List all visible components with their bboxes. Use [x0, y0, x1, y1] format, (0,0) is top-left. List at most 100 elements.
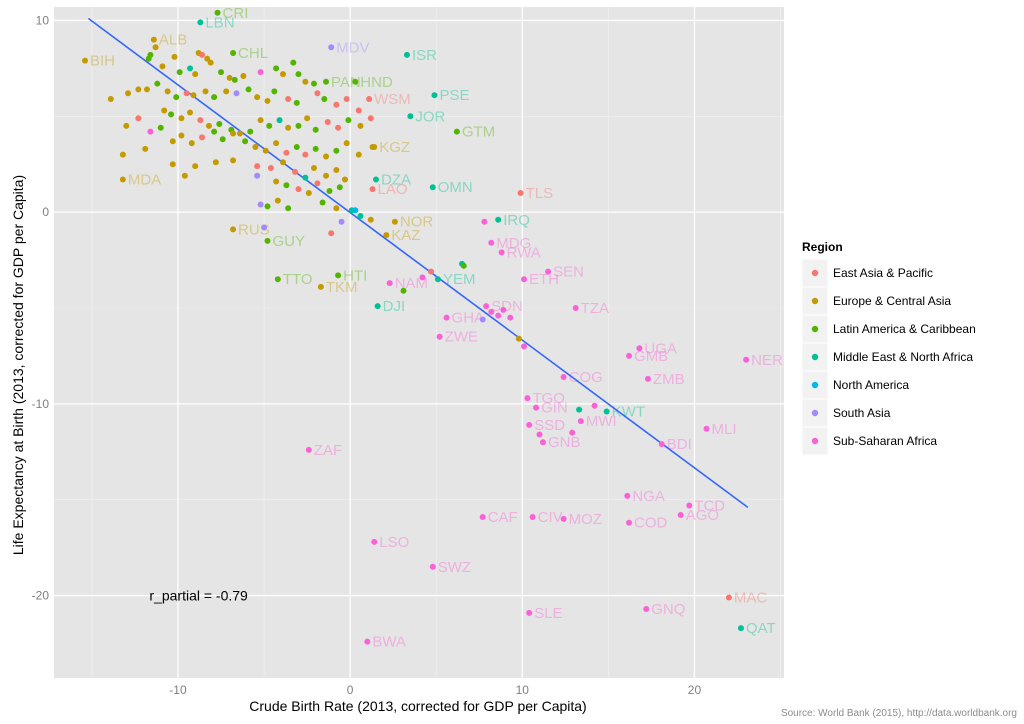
point-label: OMN: [438, 179, 473, 196]
data-point: [176, 69, 183, 76]
data-point: [202, 88, 209, 95]
point-label: BDI: [667, 436, 692, 453]
data-point: [188, 140, 195, 147]
data-point: [323, 153, 330, 160]
source-note: Source: World Bank (2015), http://data.w…: [781, 708, 1017, 719]
data-point: [107, 96, 114, 103]
data-point: [526, 609, 533, 616]
point-label: SSD: [534, 417, 565, 434]
data-point: [479, 316, 486, 323]
point-label: CHL: [238, 45, 268, 62]
minor-gridlines: [54, 7, 784, 678]
point-label: NER: [751, 352, 783, 369]
y-tick-label: -20: [32, 589, 50, 603]
point-label: RWA: [507, 244, 541, 261]
data-point: [371, 538, 378, 545]
data-point: [737, 625, 744, 632]
point-label: KGZ: [379, 139, 410, 156]
data-point: [569, 429, 576, 436]
data-point: [338, 218, 345, 225]
data-point: [302, 151, 309, 158]
plot-panel: [54, 7, 784, 678]
data-point: [328, 230, 335, 237]
point-label: PSE: [439, 87, 469, 104]
data-point: [304, 115, 311, 122]
data-point: [273, 65, 280, 72]
data-point: [314, 180, 321, 187]
data-point: [233, 90, 240, 97]
data-point: [262, 147, 269, 154]
data-point: [677, 512, 684, 519]
point-label: MOZ: [569, 511, 602, 528]
data-point: [367, 115, 374, 122]
point-label: COD: [634, 515, 668, 532]
data-point: [236, 130, 243, 137]
data-point: [145, 55, 152, 62]
data-point: [254, 94, 261, 101]
data-point: [526, 421, 533, 428]
data-point: [372, 176, 379, 183]
data-point: [436, 333, 443, 340]
data-point: [366, 96, 373, 103]
data-point: [214, 9, 221, 16]
data-point: [343, 140, 350, 147]
point-label: SDN: [491, 298, 523, 315]
data-point: [150, 36, 157, 43]
major-gridlines: [54, 7, 784, 678]
data-point: [216, 120, 223, 127]
x-tick-label: -10: [169, 683, 187, 697]
point-label: MDV: [336, 39, 369, 56]
point-label: CRI: [223, 5, 249, 22]
point-label: LAO: [378, 181, 408, 198]
data-point: [310, 165, 317, 172]
data-point: [374, 303, 381, 310]
point-label: MAC: [734, 589, 768, 606]
data-point: [658, 441, 665, 448]
data-point: [295, 122, 302, 129]
data-point: [183, 90, 190, 97]
data-point: [245, 86, 252, 93]
data-point: [644, 375, 651, 382]
data-point: [264, 97, 271, 104]
data-point: [591, 402, 598, 409]
point-label: KWT: [612, 404, 645, 421]
data-point: [326, 188, 333, 195]
x-tick-label: 10: [516, 683, 530, 697]
legend-marker: [811, 437, 819, 445]
point-label: BWA: [372, 634, 406, 651]
trend-line: [87, 17, 749, 509]
point-label: CIV: [538, 509, 563, 526]
data-point: [178, 132, 185, 139]
data-point: [283, 182, 290, 189]
data-point: [178, 115, 185, 122]
data-point: [576, 406, 583, 413]
data-point: [533, 404, 540, 411]
data-point: [267, 165, 274, 172]
data-point: [577, 418, 584, 425]
point-label: BIH: [90, 53, 115, 70]
data-point: [187, 65, 194, 72]
data-point: [143, 86, 150, 93]
legend: Region East Asia & Pacific Europe & Centr…: [801, 240, 976, 456]
legend-marker: [811, 269, 819, 277]
point-label: KAZ: [391, 227, 420, 244]
data-point: [81, 57, 88, 64]
point-label: UGA: [644, 340, 677, 357]
data-point: [295, 186, 302, 193]
data-point: [488, 308, 495, 315]
data-point: [626, 352, 633, 359]
data-point: [273, 178, 280, 185]
data-point: [231, 76, 238, 83]
legend-key: [801, 426, 829, 456]
data-point: [274, 276, 281, 283]
data-point: [261, 224, 268, 231]
data-point: [453, 128, 460, 135]
data-point: [295, 71, 302, 78]
data-point: [407, 113, 414, 120]
y-tick-label: 0: [42, 205, 49, 219]
data-point: [279, 159, 286, 166]
data-point: [230, 130, 237, 137]
data-point: [190, 92, 197, 99]
y-tick-label: 10: [36, 13, 50, 27]
